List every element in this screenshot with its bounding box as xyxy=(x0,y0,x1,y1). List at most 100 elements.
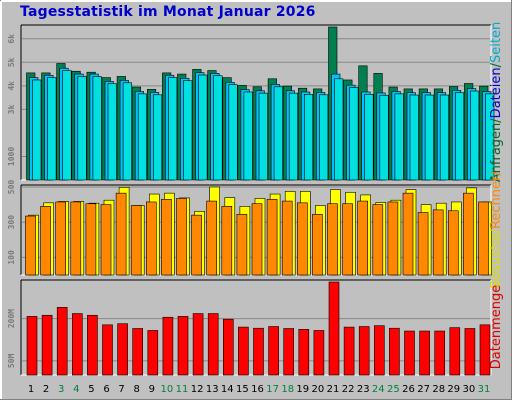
bottom-panel-datenmenge-bar xyxy=(41,314,53,376)
middle-panel-rechner-bar xyxy=(372,204,384,276)
day-label: 31 xyxy=(478,384,491,395)
middle-panel-rechner-bar xyxy=(387,201,399,276)
day-label: 9 xyxy=(149,384,155,395)
top-series-legend-part: / xyxy=(489,62,504,67)
middle-panel-rechner-bar xyxy=(447,210,459,276)
day-label: 16 xyxy=(251,384,264,395)
day-label: 23 xyxy=(357,384,370,395)
middle-panel-tick-label: 300 xyxy=(7,215,16,230)
top-panel-seiten-bar xyxy=(454,92,465,181)
top-panel-seiten-bar xyxy=(137,93,147,181)
day-label: 7 xyxy=(118,384,124,395)
top-series-legend: Anfragen/Dateien/Seiten xyxy=(489,22,504,182)
top-panel-seiten-bar xyxy=(439,94,450,181)
day-label: 1 xyxy=(28,384,34,395)
bottom-panel-datenmenge-bar xyxy=(373,325,385,376)
top-panel-tick-label: 1000 xyxy=(7,147,16,166)
middle-panel-rechner-bar xyxy=(55,201,67,276)
bottom-panel-datenmenge-bar xyxy=(238,326,249,376)
middle-series-legend-part: / xyxy=(489,171,504,176)
day-label: 25 xyxy=(387,384,400,395)
top-panel-seiten-bar xyxy=(409,94,419,181)
top-panel-seiten-bar xyxy=(77,76,87,181)
bottom-panel-datenmenge-bar xyxy=(147,330,159,376)
day-label: 24 xyxy=(372,384,385,395)
top-panel-seiten-bar xyxy=(485,93,495,181)
top-panel-seiten-bar xyxy=(349,87,359,181)
top-panel-seiten-bar xyxy=(183,80,193,181)
top-panel-seiten-bar xyxy=(470,90,480,181)
top-series-legend-part: Dateien xyxy=(489,67,504,118)
day-label: 5 xyxy=(88,384,94,395)
bottom-panel-datenmenge-bar xyxy=(117,323,128,376)
bottom-panel-datenmenge-bar xyxy=(343,326,355,376)
middle-panel-rechner-bar xyxy=(115,192,127,276)
day-label: 13 xyxy=(206,384,219,395)
day-label: 30 xyxy=(463,384,476,395)
day-label: 2 xyxy=(43,384,49,395)
middle-panel-rechner-bar xyxy=(25,215,36,276)
day-label: 6 xyxy=(103,384,109,395)
bottom-panel-datenmenge-bar xyxy=(298,329,310,376)
top-panel-seiten-bar xyxy=(303,94,314,181)
middle-panel-rechner-bar xyxy=(146,201,157,276)
bottom-panel-datenmenge-bar xyxy=(56,307,68,376)
bottom-panel-datenmenge-bar xyxy=(87,314,98,376)
day-label: 11 xyxy=(176,384,189,395)
day-label: 8 xyxy=(134,384,140,395)
top-panel-seiten-bar xyxy=(153,94,163,181)
middle-panel-rechner-bar xyxy=(176,198,187,276)
middle-panel-rechner-bar xyxy=(312,213,323,276)
top-panel-seiten-bar xyxy=(92,76,102,181)
top-panel-seiten-bar xyxy=(198,74,208,181)
middle-panel-rechner-bar xyxy=(85,203,97,276)
bottom-panel-datenmenge-bar xyxy=(479,324,491,376)
bottom-panel-datenmenge-bar xyxy=(404,330,415,376)
bottom-panel-tick-label: 200M xyxy=(7,309,16,328)
middle-panel-rechner-bar xyxy=(478,201,489,276)
top-series-legend-part: Anfragen xyxy=(489,123,504,183)
bottom-panel-datenmenge-bar xyxy=(268,326,279,376)
bottom-panel-datenmenge-bar xyxy=(419,330,430,376)
bottom-panel-datenmenge-bar xyxy=(162,316,174,376)
day-label: 15 xyxy=(236,384,249,395)
bottom-panel-datenmenge-bar xyxy=(449,327,461,376)
bottom-panel-datenmenge-bar xyxy=(313,330,325,376)
top-series-legend-part: Seiten xyxy=(489,22,504,63)
bottom-panel-datenmenge-bar xyxy=(434,330,446,376)
day-label: 27 xyxy=(417,384,430,395)
day-label: 10 xyxy=(161,384,174,395)
middle-series-legend-part: / xyxy=(489,228,504,233)
middle-panel-rechner-bar xyxy=(417,212,429,276)
top-panel-seiten-bar xyxy=(379,94,389,181)
day-label: 19 xyxy=(296,384,309,395)
middle-panel-rechner-bar xyxy=(296,202,308,276)
top-panel-tick-label: 4k xyxy=(7,81,16,91)
middle-panel-rechner-bar xyxy=(463,192,474,276)
top-panel-seiten-bar xyxy=(394,93,404,181)
bottom-panel-tick-label: 50M xyxy=(7,354,16,369)
top-panel-seiten-bar xyxy=(62,70,72,181)
day-label: 14 xyxy=(221,384,234,395)
top-panel-seiten-bar xyxy=(228,84,238,181)
bottom-panel-datenmenge-bar xyxy=(283,328,295,376)
middle-panel-rechner-bar xyxy=(251,203,263,276)
top-panel-tick-label: 5k xyxy=(7,57,16,67)
top-panel-seiten-bar xyxy=(32,79,42,181)
top-panel-seiten-bar xyxy=(364,94,374,181)
day-label: 17 xyxy=(266,384,279,395)
top-panel-tick-label: 6k xyxy=(7,34,16,44)
day-label: 20 xyxy=(312,384,325,395)
day-label: 26 xyxy=(402,384,415,395)
middle-panel-rechner-bar xyxy=(266,199,278,276)
bottom-panel-datenmenge-bar xyxy=(464,328,476,376)
middle-panel-rechner-bar xyxy=(206,200,217,276)
top-panel-seiten-bar xyxy=(424,94,434,181)
middle-panel-rechner-bar xyxy=(100,204,112,276)
middle-panel-rechner-bar xyxy=(281,200,293,276)
middle-panel-rechner-bar xyxy=(70,201,82,276)
page-title: Tagesstatistik im Monat Januar 2026 xyxy=(20,4,316,20)
top-panel-tick-label: 3k xyxy=(7,104,16,114)
